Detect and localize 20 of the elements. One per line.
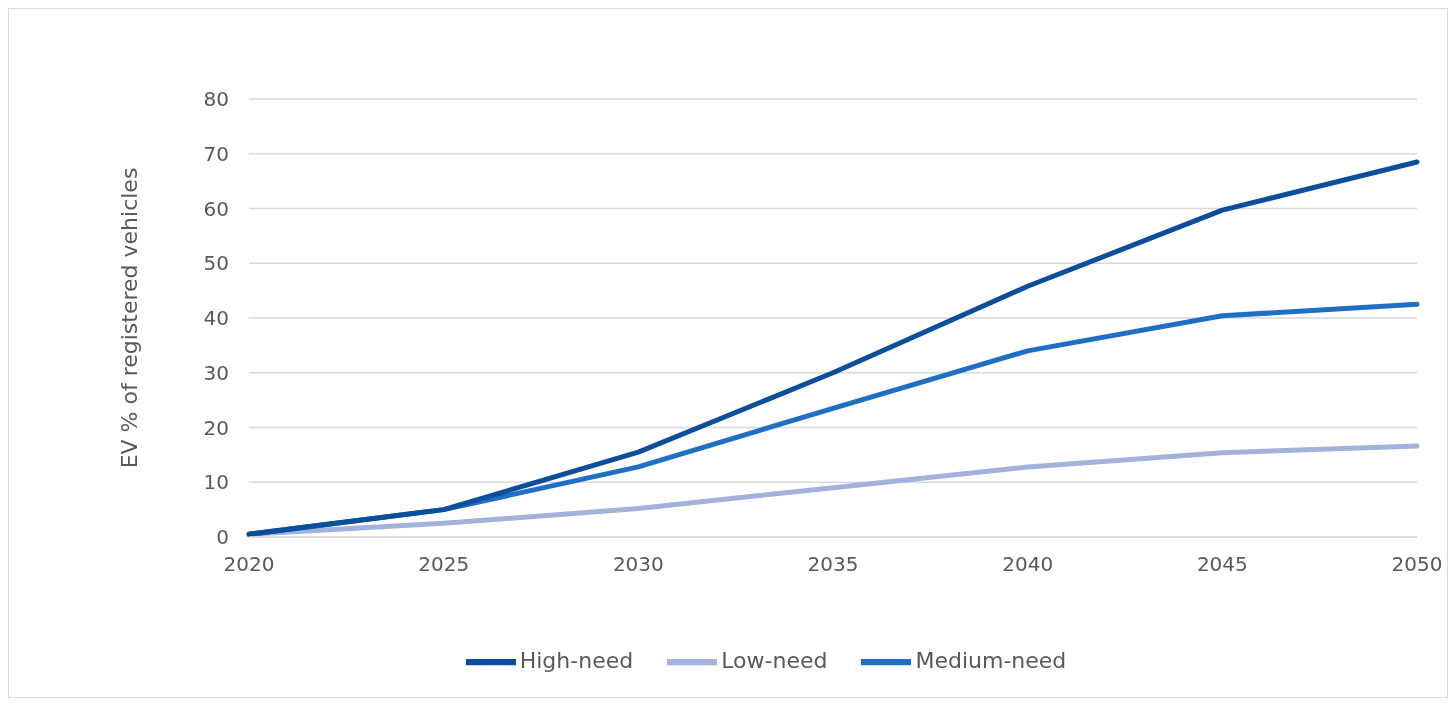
legend-label: High-need [519,648,634,673]
y-axis-title: EV % of registered vehicles [116,167,142,469]
y-tick-label: 30 [203,360,229,385]
x-tick-label: 2025 [418,552,470,577]
x-tick-label: 2020 [223,552,275,577]
legend-label: Low-need [721,648,828,673]
y-tick-label: 20 [203,415,229,440]
x-tick-label: 2035 [807,552,859,577]
y-tick-label: 70 [203,141,229,166]
x-tick-label: 2030 [612,552,664,577]
y-tick-label: 10 [203,470,229,495]
x-tick-label: 2040 [1002,552,1054,577]
legend-label: Medium-need [915,648,1067,673]
y-tick-label: 60 [203,196,229,221]
y-tick-label: 80 [203,87,229,112]
x-tick-label: 2050 [1391,552,1443,577]
x-tick-label: 2045 [1196,552,1248,577]
y-tick-label: 40 [203,306,229,331]
y-tick-label: 0 [216,525,229,550]
y-tick-label: 50 [203,251,229,276]
